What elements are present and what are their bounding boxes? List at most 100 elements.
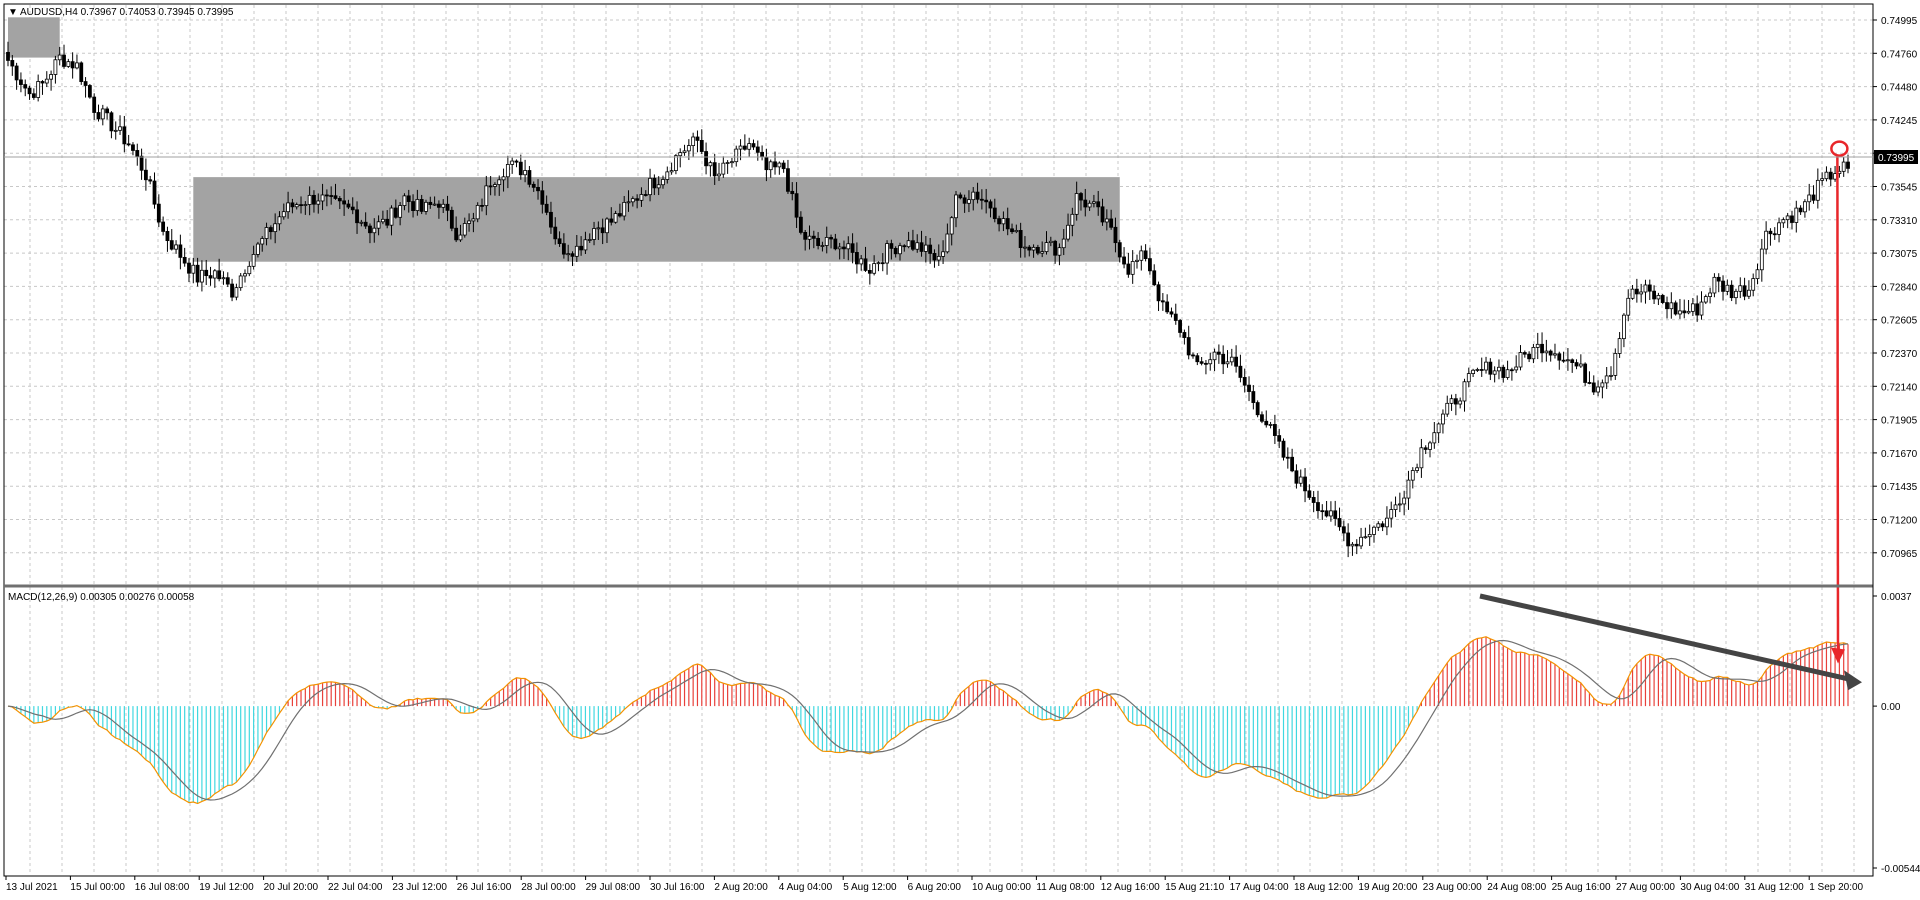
candle-body[interactable] xyxy=(497,179,502,185)
candle-body[interactable] xyxy=(1092,201,1096,204)
candle-body[interactable] xyxy=(208,275,213,279)
menu-glyph[interactable]: ▼ xyxy=(8,7,18,18)
candle-body[interactable] xyxy=(549,211,553,228)
candle-body[interactable] xyxy=(83,81,88,86)
candle-body[interactable] xyxy=(402,195,407,206)
candle-body[interactable] xyxy=(574,245,579,257)
candle-body[interactable] xyxy=(1260,414,1264,422)
candle-body[interactable] xyxy=(544,203,549,213)
candle-body[interactable] xyxy=(613,213,618,223)
candle-body[interactable] xyxy=(1298,476,1303,484)
candle-body[interactable] xyxy=(1768,230,1773,235)
candle-body[interactable] xyxy=(1479,369,1484,371)
candle-body[interactable] xyxy=(268,227,273,233)
candle-body[interactable] xyxy=(1109,218,1114,228)
candle-body[interactable] xyxy=(1061,238,1066,249)
candle-body[interactable] xyxy=(1148,258,1152,272)
candle-body[interactable] xyxy=(557,238,562,245)
candle-body[interactable] xyxy=(945,233,950,253)
candle-body[interactable] xyxy=(536,186,540,192)
candle-body[interactable] xyxy=(1574,362,1579,367)
candle-body[interactable] xyxy=(678,152,683,157)
candle-body[interactable] xyxy=(156,203,161,223)
candle-body[interactable] xyxy=(807,235,812,240)
candle-body[interactable] xyxy=(605,218,609,234)
candle-body[interactable] xyxy=(1553,353,1557,356)
candle-body[interactable] xyxy=(531,183,536,188)
candle-body[interactable] xyxy=(954,194,958,219)
candle-body[interactable] xyxy=(630,198,635,203)
candle-body[interactable] xyxy=(505,164,510,178)
candle-body[interactable] xyxy=(1333,510,1338,519)
candle-body[interactable] xyxy=(152,180,157,205)
candle-body[interactable] xyxy=(1505,369,1510,378)
candle-body[interactable] xyxy=(462,223,467,236)
candle-body[interactable] xyxy=(79,62,84,82)
candle-body[interactable] xyxy=(221,277,226,280)
candle-body[interactable] xyxy=(979,198,984,201)
candle-body[interactable] xyxy=(467,220,471,224)
candle-body[interactable] xyxy=(1212,351,1217,361)
candle-body[interactable] xyxy=(1488,361,1493,375)
candle-body[interactable] xyxy=(1139,250,1144,261)
candle-body[interactable] xyxy=(1716,276,1721,282)
candle-body[interactable] xyxy=(1566,359,1570,362)
candle-body[interactable] xyxy=(1350,543,1355,547)
candle-body[interactable] xyxy=(1695,303,1700,316)
candle-body[interactable] xyxy=(596,227,601,230)
candle-body[interactable] xyxy=(1354,543,1359,547)
candle-body[interactable] xyxy=(40,81,45,84)
candle-body[interactable] xyxy=(1458,400,1463,405)
candle-body[interactable] xyxy=(1815,179,1820,201)
candle-body[interactable] xyxy=(225,277,230,285)
candle-body[interactable] xyxy=(324,194,329,197)
candle-body[interactable] xyxy=(303,204,308,206)
candle-body[interactable] xyxy=(1113,226,1118,244)
candle-body[interactable] xyxy=(1794,207,1799,223)
candle-body[interactable] xyxy=(1759,248,1764,271)
candle-body[interactable] xyxy=(243,273,247,277)
candle-body[interactable] xyxy=(738,145,743,150)
candle-body[interactable] xyxy=(182,256,187,264)
candle-body[interactable] xyxy=(686,145,691,152)
candle-body[interactable] xyxy=(1385,517,1389,528)
candle-body[interactable] xyxy=(165,231,170,242)
candle-body[interactable] xyxy=(648,177,652,196)
candle-body[interactable] xyxy=(1027,246,1032,251)
candle-body[interactable] xyxy=(1242,377,1247,386)
candle-body[interactable] xyxy=(1329,510,1333,517)
candle-body[interactable] xyxy=(1828,171,1833,180)
candle-body[interactable] xyxy=(829,237,833,240)
candle-body[interactable] xyxy=(712,162,717,177)
candle-body[interactable] xyxy=(1419,447,1424,469)
candle-body[interactable] xyxy=(359,221,364,224)
candle-body[interactable] xyxy=(1449,398,1454,404)
candle-body[interactable] xyxy=(833,238,838,250)
candle-body[interactable] xyxy=(1044,242,1049,253)
candle-body[interactable] xyxy=(1475,369,1480,371)
candle-body[interactable] xyxy=(1410,470,1415,481)
candle-body[interactable] xyxy=(87,85,92,98)
candle-body[interactable] xyxy=(1798,207,1803,213)
candle-body[interactable] xyxy=(1591,382,1596,393)
candle-body[interactable] xyxy=(893,247,898,255)
candle-body[interactable] xyxy=(1307,490,1312,498)
candle-body[interactable] xyxy=(346,203,351,208)
candle-body[interactable] xyxy=(126,143,131,146)
candle-body[interactable] xyxy=(626,201,631,204)
candle-body[interactable] xyxy=(44,78,49,84)
candle-body[interactable] xyxy=(1540,343,1544,354)
candle-body[interactable] xyxy=(1152,270,1157,286)
candle-body[interactable] xyxy=(419,199,424,212)
candle-body[interactable] xyxy=(816,237,821,246)
candle-body[interactable] xyxy=(656,184,661,189)
candle-body[interactable] xyxy=(458,234,463,241)
candle-body[interactable] xyxy=(587,239,592,241)
candle-body[interactable] xyxy=(1742,285,1747,297)
candle-body[interactable] xyxy=(984,199,989,203)
candle-body[interactable] xyxy=(1372,526,1376,535)
candle-body[interactable] xyxy=(1126,263,1131,275)
candle-body[interactable] xyxy=(320,194,325,202)
candle-body[interactable] xyxy=(1380,523,1385,528)
candle-body[interactable] xyxy=(1548,350,1553,356)
